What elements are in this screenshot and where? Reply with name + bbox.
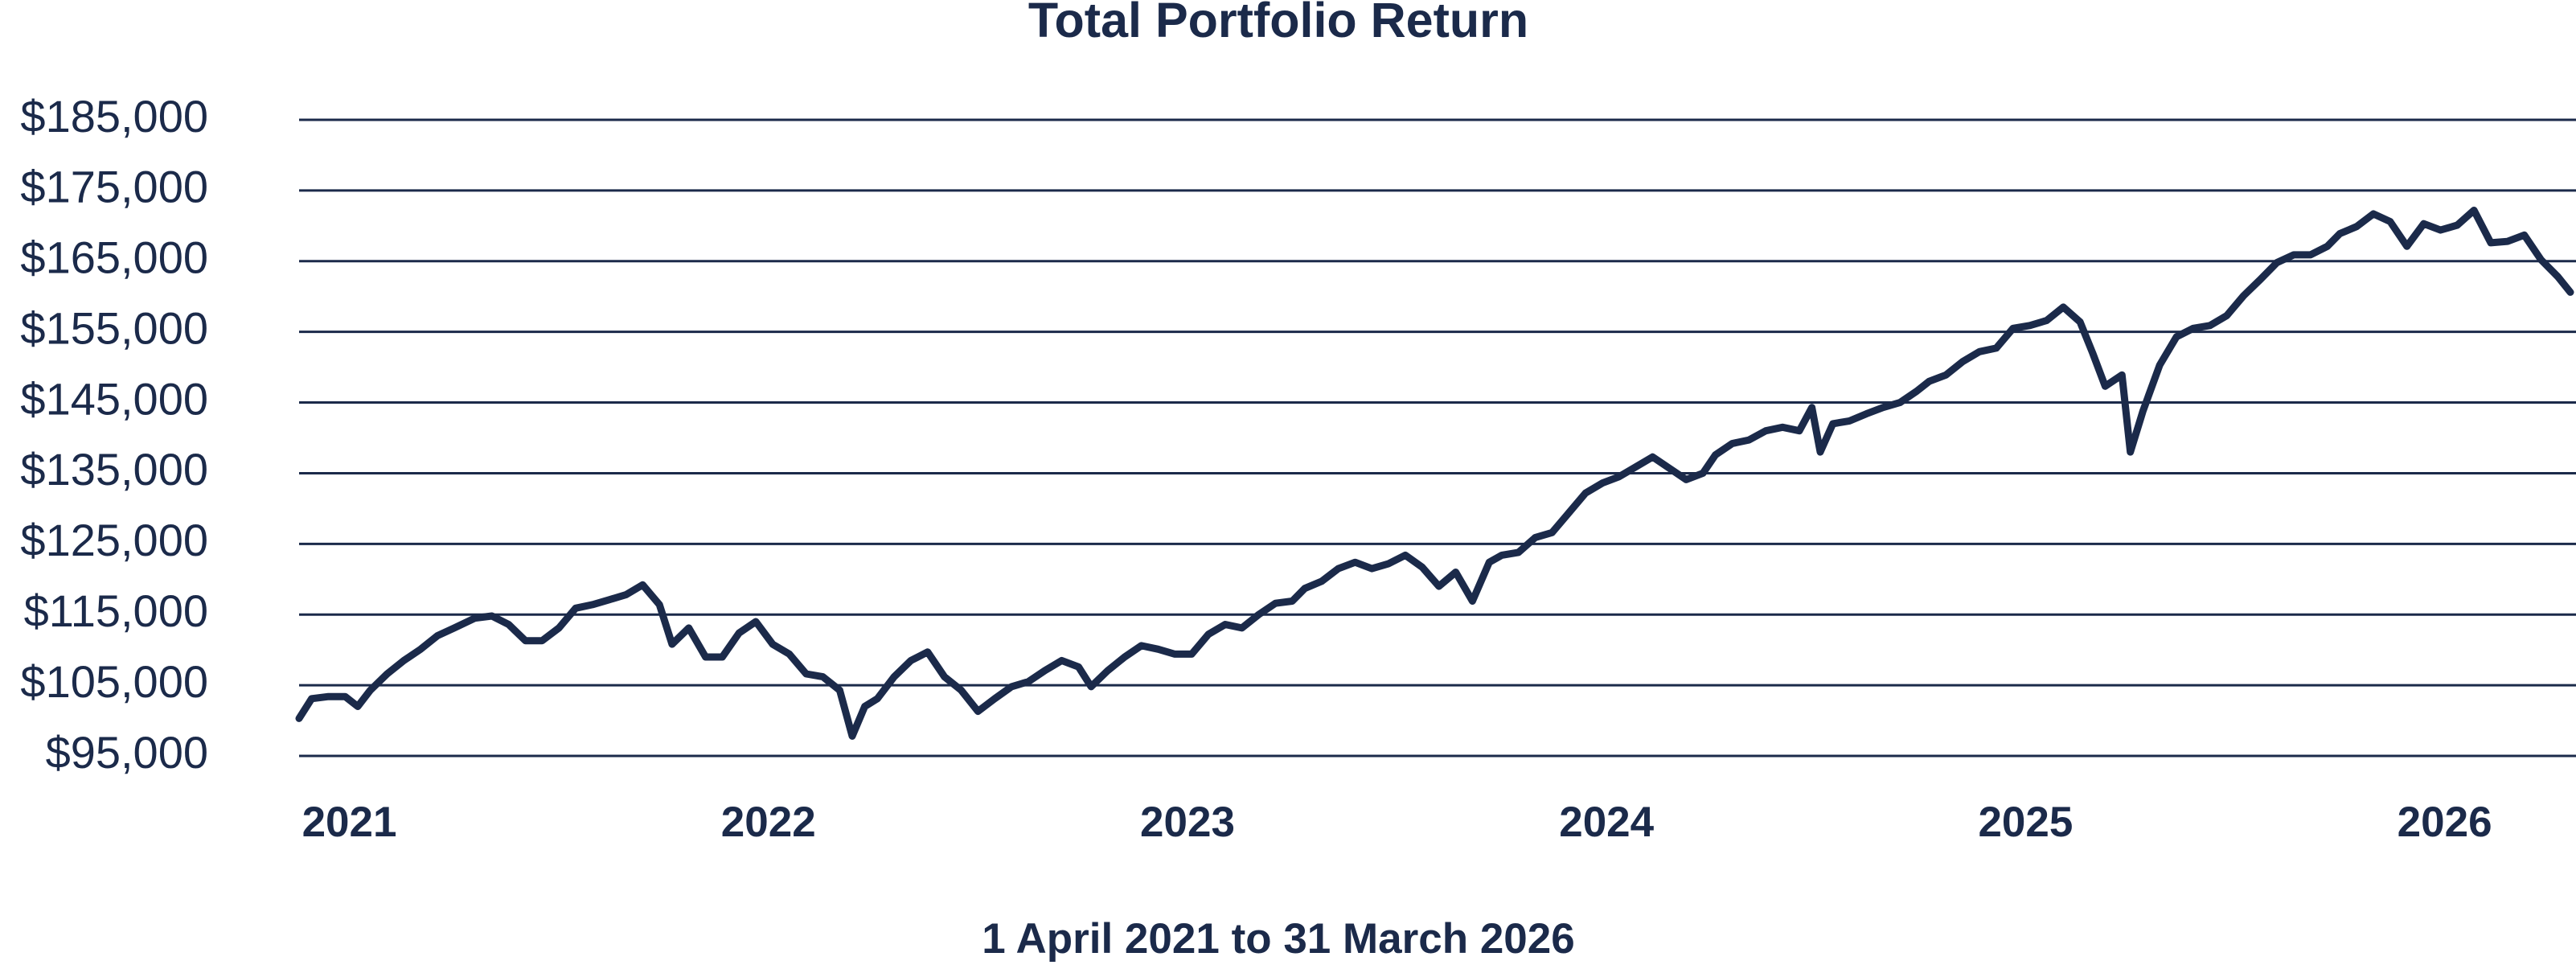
- x-tick-label: 2025: [1978, 799, 2073, 846]
- y-tick-label: $125,000: [20, 515, 208, 565]
- y-tick-label: $115,000: [24, 585, 208, 636]
- y-tick-label: $135,000: [20, 444, 208, 495]
- y-tick-label: $185,000: [20, 91, 208, 142]
- y-tick-label: $105,000: [20, 656, 208, 707]
- y-tick-label: $175,000: [20, 162, 208, 212]
- chart-title: Total Portfolio Return: [1028, 0, 1528, 47]
- y-tick-label: $145,000: [20, 373, 208, 424]
- x-tick-label: 2024: [1559, 799, 1654, 846]
- x-tick-label: 2026: [2398, 799, 2492, 846]
- x-tick-label: 2021: [302, 799, 397, 846]
- x-tick-label: 2022: [721, 799, 816, 846]
- y-tick-label: $155,000: [20, 302, 208, 353]
- y-tick-label: $95,000: [46, 727, 208, 778]
- x-tick-label: 2023: [1140, 799, 1235, 846]
- y-tick-label: $165,000: [20, 232, 208, 283]
- chart-caption: 1 April 2021 to 31 March 2026: [982, 915, 1574, 963]
- data-line: [295, 207, 2574, 740]
